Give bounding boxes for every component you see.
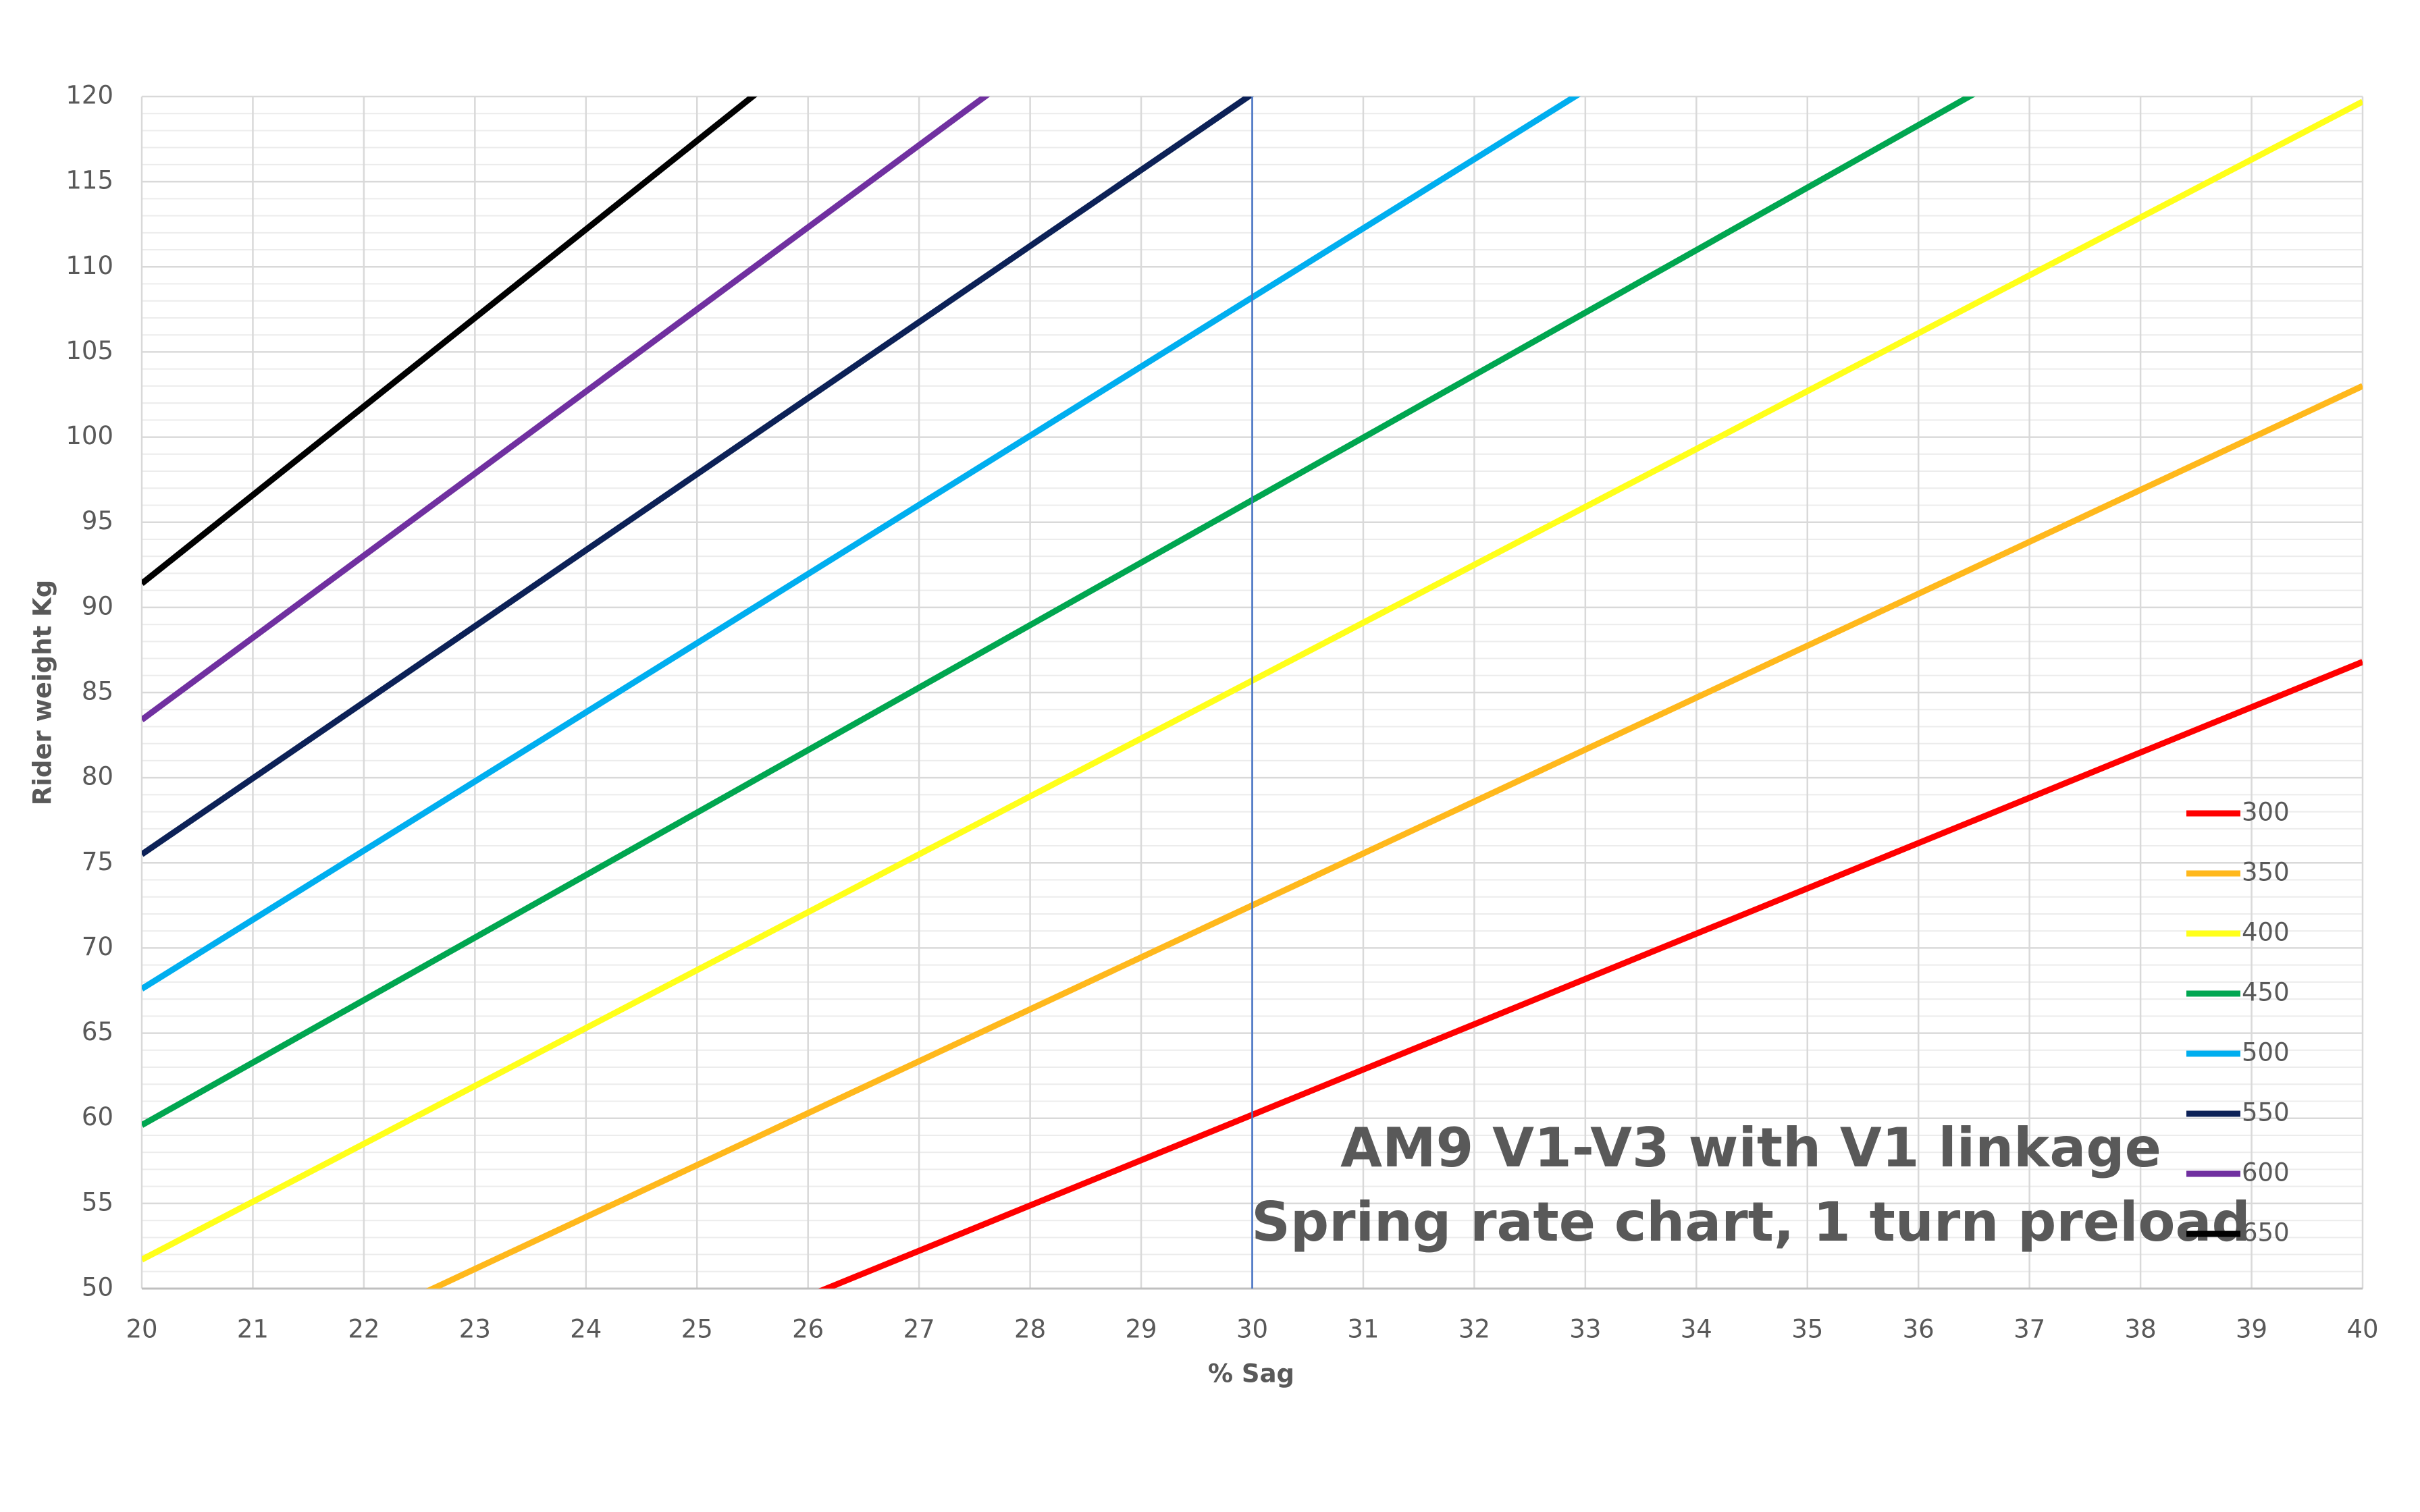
x-tick-label: 39 bbox=[2236, 1315, 2267, 1344]
chart-subtitle: Spring rate chart, 1 turn preload bbox=[1251, 1191, 2251, 1253]
legend-label: 400 bbox=[2242, 918, 2290, 947]
x-tick-label: 34 bbox=[1681, 1315, 1712, 1344]
legend-label: 600 bbox=[2242, 1158, 2290, 1187]
plot-area bbox=[142, 97, 2363, 1289]
x-axis-label: % Sag bbox=[1208, 1359, 1294, 1388]
y-axis-label: Rider weight Kg bbox=[28, 580, 57, 805]
x-tick-label: 35 bbox=[1791, 1315, 1823, 1344]
x-tick-label: 21 bbox=[237, 1315, 269, 1344]
x-tick-label: 26 bbox=[792, 1315, 824, 1344]
legend-label: 350 bbox=[2242, 858, 2290, 887]
y-tick-label: 90 bbox=[82, 591, 113, 620]
series-line bbox=[142, 97, 991, 722]
x-tick-label: 31 bbox=[1347, 1315, 1379, 1344]
legend-label: 550 bbox=[2242, 1098, 2290, 1127]
y-tick-label: 95 bbox=[82, 506, 113, 535]
legend-label: 500 bbox=[2242, 1038, 2290, 1067]
x-tick-label: 33 bbox=[1569, 1315, 1601, 1344]
y-tick-label: 55 bbox=[82, 1187, 113, 1216]
y-tick-label: 70 bbox=[82, 932, 113, 961]
series-line bbox=[142, 97, 758, 587]
x-tick-label: 22 bbox=[348, 1315, 379, 1344]
y-tick-label: 120 bbox=[65, 81, 113, 110]
y-tick-label: 110 bbox=[65, 251, 113, 280]
y-tick-label: 50 bbox=[82, 1273, 113, 1302]
x-tick-label: 28 bbox=[1014, 1315, 1046, 1344]
y-tick-label: 85 bbox=[82, 677, 113, 706]
x-tick-label: 30 bbox=[1236, 1315, 1268, 1344]
x-tick-label: 20 bbox=[126, 1315, 157, 1344]
x-tick-label: 29 bbox=[1126, 1315, 1157, 1344]
chart-title: AM9 V1-V3 with V1 linkage bbox=[1340, 1116, 2161, 1179]
x-tick-label: 25 bbox=[681, 1315, 713, 1344]
legend-label: 450 bbox=[2242, 978, 2290, 1007]
x-tick-label: 37 bbox=[2014, 1315, 2045, 1344]
y-tick-label: 65 bbox=[82, 1017, 113, 1046]
x-tick-label: 27 bbox=[903, 1315, 935, 1344]
x-tick-label: 40 bbox=[2346, 1315, 2378, 1344]
y-tick-label: 105 bbox=[65, 336, 113, 365]
x-tick-label: 32 bbox=[1458, 1315, 1490, 1344]
x-tick-label: 36 bbox=[1903, 1315, 1935, 1344]
x-tick-label: 23 bbox=[459, 1315, 491, 1344]
y-tick-label: 80 bbox=[82, 762, 113, 791]
x-tick-label: 24 bbox=[570, 1315, 602, 1344]
y-tick-label: 60 bbox=[82, 1102, 113, 1131]
y-tick-label: 100 bbox=[65, 421, 113, 450]
series-line bbox=[142, 97, 1254, 857]
y-tick-label: 75 bbox=[82, 847, 113, 876]
legend-label: 650 bbox=[2242, 1218, 2290, 1247]
legend-label: 300 bbox=[2242, 798, 2290, 827]
x-tick-label: 38 bbox=[2125, 1315, 2157, 1344]
y-tick-label: 115 bbox=[65, 166, 113, 195]
